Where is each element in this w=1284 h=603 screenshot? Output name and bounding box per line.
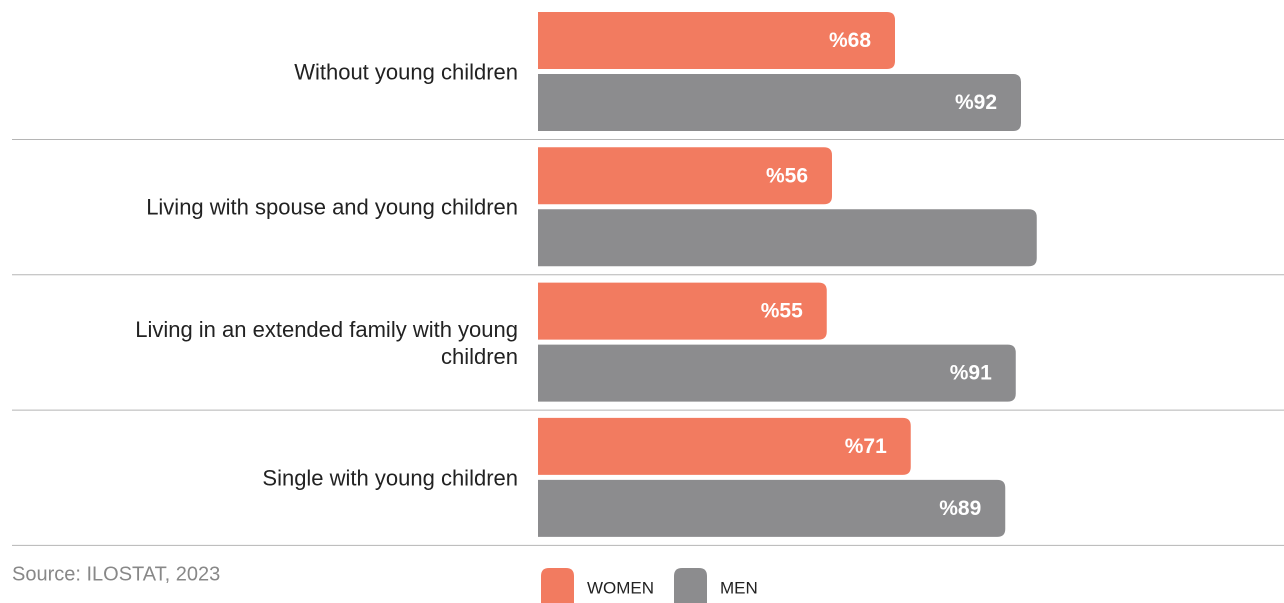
value-label: %71 bbox=[845, 435, 887, 458]
value-label: %55 bbox=[761, 300, 803, 323]
bar bbox=[538, 12, 895, 69]
source: Source: ILOSTAT, 2023 bbox=[12, 563, 220, 585]
legend-label: WOMEN bbox=[587, 578, 654, 597]
bar bbox=[538, 147, 832, 205]
bar bbox=[538, 209, 1037, 267]
bar bbox=[538, 479, 1006, 537]
category-label: Living in an extended family with young … bbox=[135, 316, 518, 369]
value-label: %91 bbox=[950, 362, 992, 385]
bar bbox=[538, 74, 1021, 131]
bar bbox=[538, 282, 827, 340]
value-label: %89 bbox=[939, 497, 981, 520]
bar bbox=[538, 417, 911, 475]
legend-label: MEN bbox=[720, 578, 758, 597]
value-label: %56 bbox=[766, 164, 808, 187]
value-label: %68 bbox=[829, 29, 871, 52]
category-label: Living with spouse and young children bbox=[146, 194, 518, 220]
category-label: Single with young children bbox=[262, 465, 518, 491]
legend-swatch bbox=[674, 568, 707, 603]
bar bbox=[538, 344, 1016, 402]
category-label: Without young children bbox=[294, 59, 518, 85]
value-label: %92 bbox=[955, 91, 997, 114]
legend-swatch bbox=[541, 568, 574, 603]
